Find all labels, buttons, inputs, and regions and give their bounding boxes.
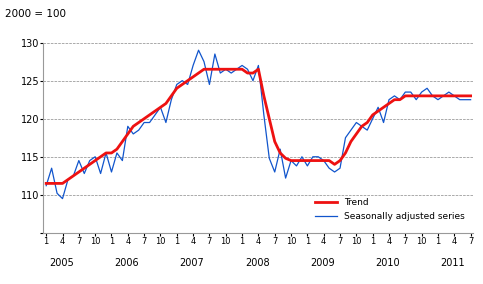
Text: 2007: 2007: [180, 258, 204, 268]
Text: 2008: 2008: [245, 258, 270, 268]
Text: 2010: 2010: [375, 258, 400, 268]
Legend: Trend, Seasonally adjusted series: Trend, Seasonally adjusted series: [311, 195, 469, 225]
Text: 2005: 2005: [49, 258, 74, 268]
Text: 2006: 2006: [114, 258, 139, 268]
Text: 2009: 2009: [310, 258, 335, 268]
Text: 2000 = 100: 2000 = 100: [5, 9, 66, 18]
Text: 2011: 2011: [440, 258, 465, 268]
